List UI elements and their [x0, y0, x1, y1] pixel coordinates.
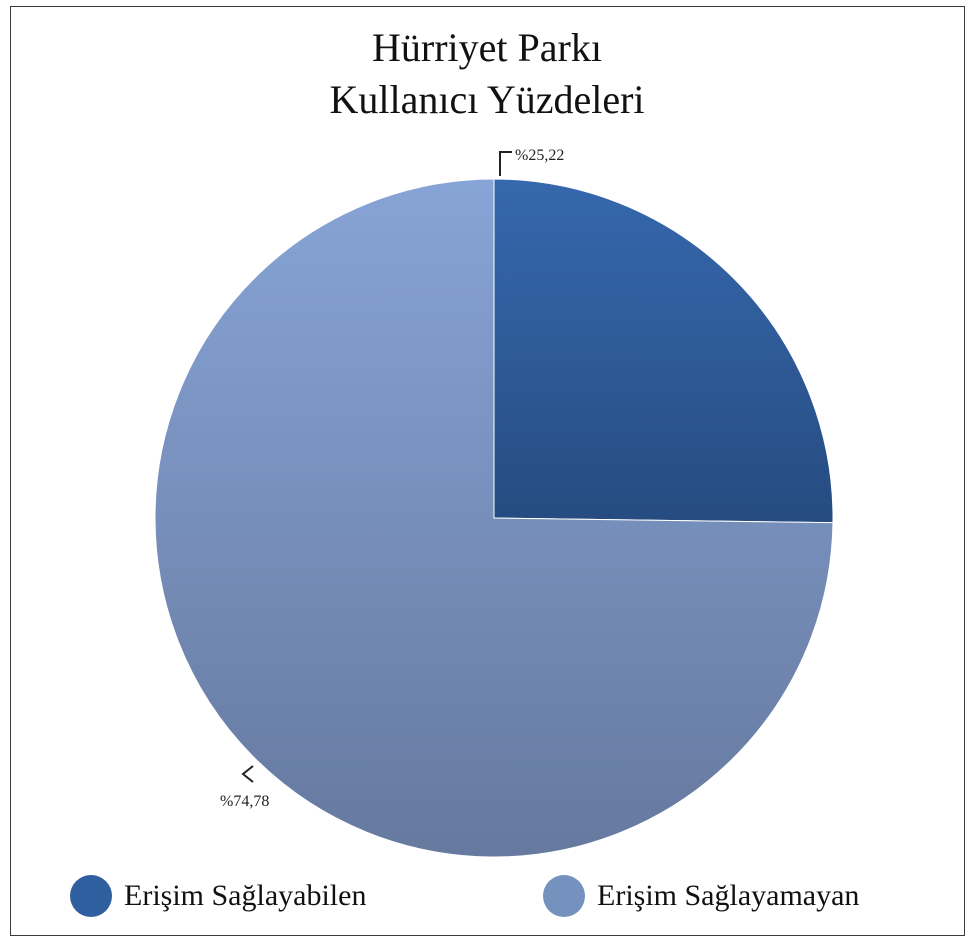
- pie-slice-erisim-saglayamayan: [154, 178, 834, 858]
- data-label-erisim-saglayabilen: %25,22: [515, 147, 564, 164]
- legend: Erişim Sağlayabilen Erişim Sağlayamayan: [0, 872, 974, 920]
- data-label-erisim-saglayamayan: %74,78: [220, 793, 269, 810]
- data-label-leader-1: [241, 765, 254, 783]
- pie-slice-erisim-saglayabilen: [493, 178, 834, 524]
- legend-item-erisim-saglayabilen: Erişim Sağlayabilen: [70, 875, 366, 917]
- legend-label-erisim-saglayabilen: Erişim Sağlayabilen: [124, 879, 367, 912]
- legend-swatch-erisim-saglayamayan: [543, 875, 585, 917]
- chart-title-line-1: Hürriyet Parkı: [372, 25, 602, 70]
- chart-title-line-2: Kullanıcı Yüzdeleri: [329, 77, 645, 122]
- legend-swatch-erisim-saglayabilen: [70, 875, 112, 917]
- legend-item-erisim-saglayamayan: Erişim Sağlayamayan: [543, 875, 859, 917]
- data-label-leader-0: [499, 151, 512, 176]
- legend-label-erisim-saglayamayan: Erişim Sağlayamayan: [597, 879, 860, 912]
- chart-title: Hürriyet Parkı Kullanıcı Yüzdeleri: [0, 22, 974, 126]
